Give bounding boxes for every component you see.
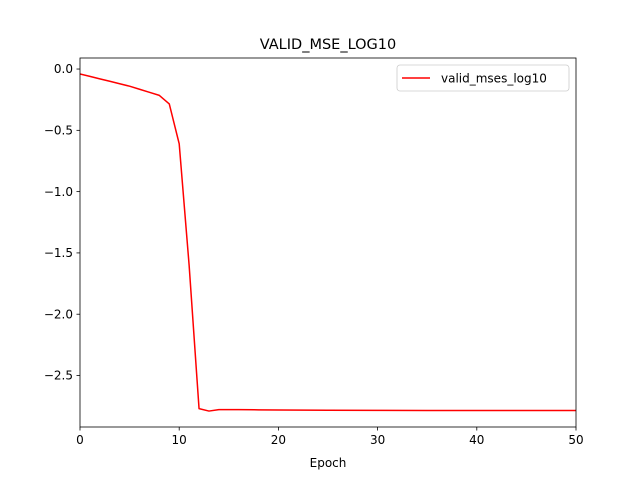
plot-area: 0 10 20 30 40 50 0.0 −0.5 −1.0 −1.5 −2.0 −2.5 valid_…: [44, 57, 584, 447]
y-tick-label: 0.0: [54, 62, 73, 76]
y-tick-label: −0.5: [44, 124, 73, 138]
legend-frame: [396, 64, 570, 92]
chart-title: VALID_MSE_LOG10: [260, 37, 396, 53]
legend: valid_mses_log10: [396, 64, 570, 92]
y-tick-label: −2.0: [44, 307, 73, 321]
x-tick-label: 0: [76, 433, 84, 447]
axes-frame: [79, 57, 577, 428]
y-tick-label: −1.0: [44, 185, 73, 199]
x-tick-label: 40: [469, 433, 484, 447]
series-line-0: [80, 73, 576, 412]
y-tick-label: −1.5: [44, 246, 73, 260]
legend-label: valid_mses_log10: [441, 71, 547, 85]
y-tick-label: −2.5: [44, 369, 73, 383]
x-axis-label: Epoch: [310, 456, 347, 470]
x-tick-label: 30: [370, 433, 385, 447]
x-tick-label: 10: [172, 433, 187, 447]
x-tick-label: 50: [568, 433, 583, 447]
x-tick-label: 20: [271, 433, 286, 447]
